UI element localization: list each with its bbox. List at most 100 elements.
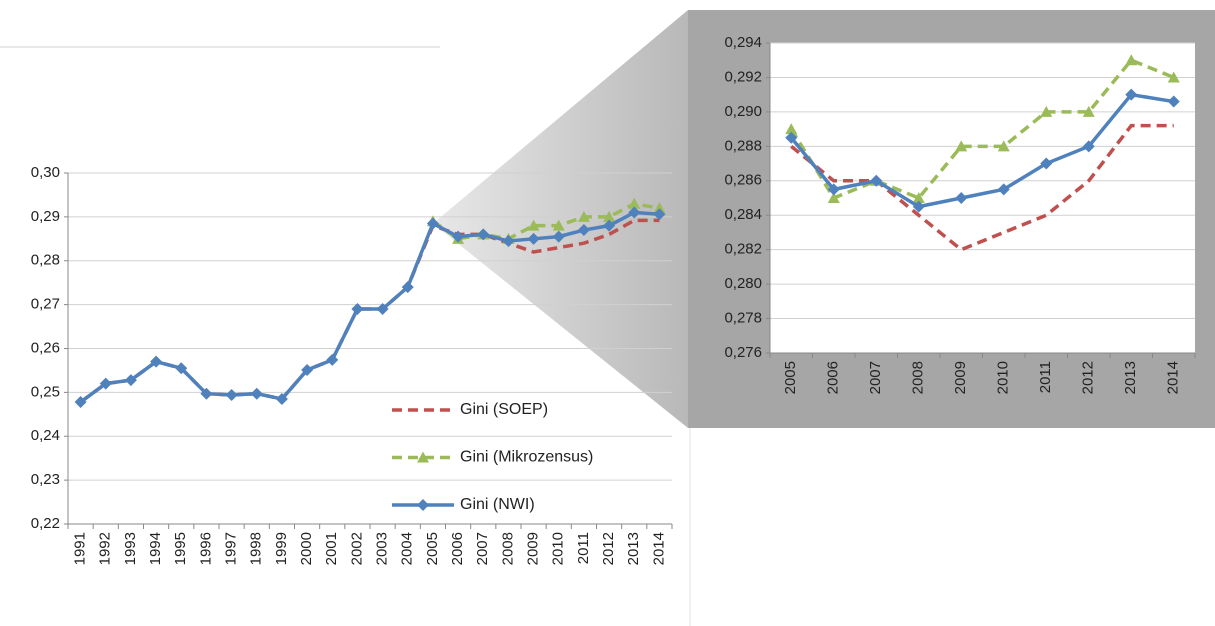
marker xyxy=(912,192,925,203)
series xyxy=(74,206,666,409)
marker xyxy=(603,219,616,232)
x-tick-label: 1993 xyxy=(122,532,139,565)
marker xyxy=(351,303,364,316)
marker xyxy=(1125,88,1138,101)
y-tick-label: 0,288 xyxy=(724,137,762,154)
marker xyxy=(870,174,883,187)
marker xyxy=(326,353,339,366)
x-tick-label: 2005 xyxy=(424,532,441,565)
marker xyxy=(74,396,87,409)
x-tick-label: 2009 xyxy=(525,532,542,565)
series xyxy=(790,123,1174,252)
x-tick-label: 2007 xyxy=(474,532,491,565)
marker xyxy=(150,355,163,368)
x-tick-label: 2013 xyxy=(625,532,642,565)
x-tick-label: 2014 xyxy=(1165,361,1182,394)
marker xyxy=(1167,95,1180,108)
series-line xyxy=(790,123,1174,252)
x-tick-label: 2010 xyxy=(995,361,1012,394)
marker xyxy=(628,206,641,219)
y-tick-label: 0,284 xyxy=(724,206,762,223)
x-tick-label: 2005 xyxy=(782,361,799,394)
marker xyxy=(124,374,137,387)
x-tick-label: 2007 xyxy=(867,361,884,394)
marker xyxy=(200,387,213,400)
marker xyxy=(250,387,263,400)
marker xyxy=(527,232,540,245)
x-tick-label: 1999 xyxy=(273,532,290,565)
x-tick-label: 2000 xyxy=(298,532,315,565)
marker xyxy=(417,499,429,511)
x-tick-label: 2006 xyxy=(449,532,466,565)
series-line xyxy=(789,58,1175,201)
legend-label: Gini (Mikrozensus) xyxy=(460,449,593,466)
x-tick-label: 1994 xyxy=(147,532,164,565)
marker xyxy=(1040,105,1053,117)
y-tick-label: 0,280 xyxy=(724,275,762,292)
x-tick-label: 2002 xyxy=(348,532,365,565)
marker xyxy=(552,230,565,243)
marker xyxy=(417,451,429,463)
y-tick-label: 0,27 xyxy=(31,296,60,313)
x-tick-label: 1998 xyxy=(248,532,265,565)
marker xyxy=(1082,140,1095,153)
marker xyxy=(628,197,641,209)
marker xyxy=(827,183,840,196)
legend-label: Gini (NWI) xyxy=(460,496,535,513)
x-tick-label: 1991 xyxy=(72,532,89,565)
x-tick-label: 2013 xyxy=(1122,361,1139,394)
y-tick-label: 0,278 xyxy=(724,310,762,327)
marker xyxy=(99,377,112,390)
x-tick-label: 2006 xyxy=(825,361,842,394)
x-tick-label: 2008 xyxy=(499,532,516,565)
x-tick-label: 1997 xyxy=(223,532,240,565)
marker xyxy=(603,210,616,222)
marker xyxy=(452,230,465,243)
marker xyxy=(477,228,490,241)
x-tick-label: 1996 xyxy=(197,532,214,565)
marker xyxy=(955,140,968,152)
marker xyxy=(1125,54,1138,66)
series-line xyxy=(789,92,1175,209)
x-tick-label: 2012 xyxy=(1080,361,1097,394)
x-tick-label: 2011 xyxy=(1037,361,1054,393)
x-tick-label: 2004 xyxy=(399,532,416,565)
marker xyxy=(552,219,565,231)
marker xyxy=(997,140,1010,152)
marker xyxy=(1082,105,1095,117)
y-tick-label: 0,24 xyxy=(31,427,60,444)
marker xyxy=(376,303,389,316)
marker xyxy=(577,224,590,237)
marker xyxy=(1040,157,1053,170)
y-tick-label: 0,22 xyxy=(31,515,60,532)
marker xyxy=(527,219,540,231)
zoom-wedge xyxy=(432,10,688,428)
x-tick-label: 2010 xyxy=(550,532,567,565)
x-tick-label: 2009 xyxy=(952,361,969,394)
marker xyxy=(912,200,925,213)
y-tick-label: 0,294 xyxy=(724,34,762,51)
y-tick-label: 0,25 xyxy=(31,383,60,400)
y-tick-label: 0,290 xyxy=(724,103,762,120)
marker xyxy=(785,123,798,135)
marker xyxy=(653,202,666,214)
y-tick-label: 0,28 xyxy=(31,252,60,269)
marker xyxy=(653,208,666,221)
y-tick-label: 0,23 xyxy=(31,471,60,488)
y-tick-label: 0,26 xyxy=(31,339,60,356)
y-tick-label: 0,29 xyxy=(31,208,60,225)
x-tick-label: 2003 xyxy=(374,532,391,565)
x-tick-label: 1995 xyxy=(172,532,189,565)
x-tick-label: 2014 xyxy=(650,532,667,565)
y-tick-label: 0,292 xyxy=(724,68,762,85)
y-tick-label: 0,30 xyxy=(31,164,60,181)
x-tick-label: 2012 xyxy=(600,532,617,565)
marker xyxy=(502,235,515,248)
marker xyxy=(301,363,314,376)
marker xyxy=(401,281,414,294)
marker xyxy=(225,389,238,402)
marker xyxy=(577,210,590,222)
series xyxy=(785,88,1180,213)
marker xyxy=(426,217,439,230)
